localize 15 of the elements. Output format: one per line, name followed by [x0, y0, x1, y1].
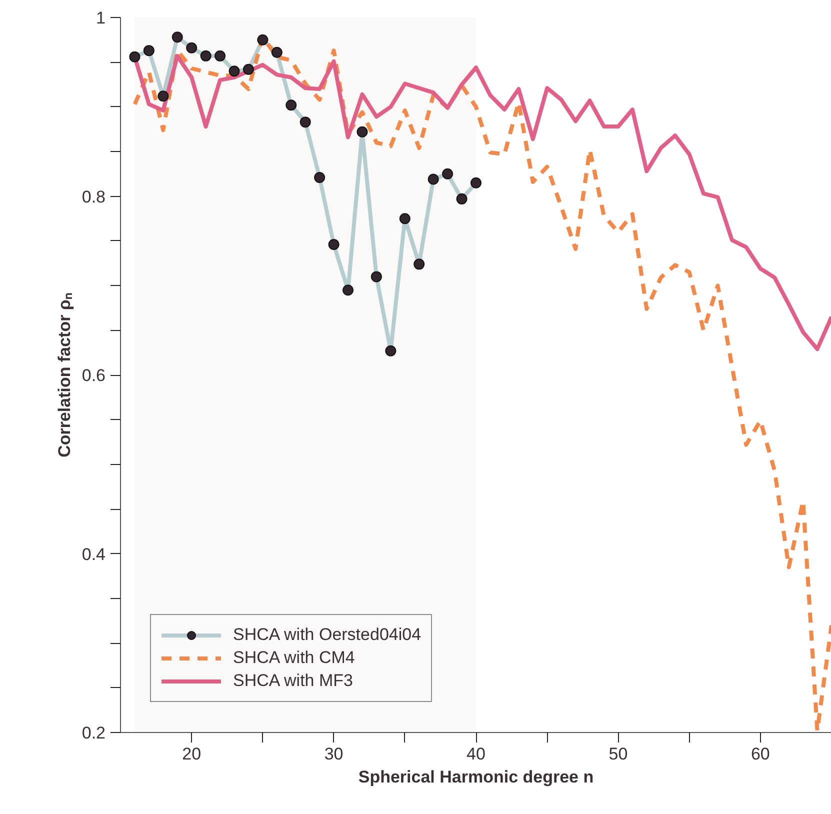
legend-label: SHCA with Oersted04i04 [233, 625, 422, 645]
y-axis-title: Correlation factor ρₙ [54, 292, 74, 458]
y-tick-label: 0.8 [82, 187, 106, 206]
x-axis-title: Spherical Harmonic degree n [358, 768, 594, 786]
legend-label: SHCA with MF3 [233, 671, 353, 691]
y-tick-label: 0.4 [82, 544, 106, 564]
legend-label: SHCA with CM4 [233, 648, 355, 668]
x-tick-label: 30 [324, 744, 344, 764]
x-tick-label: 20 [182, 744, 202, 764]
x-tick-label: 40 [466, 744, 486, 764]
y-tick-label: 0.6 [82, 366, 106, 385]
y-tick-label: 0.2 [82, 724, 106, 742]
y-tick-label: 1 [96, 8, 106, 28]
x-tick-label: 50 [608, 744, 628, 764]
x-tick-label: 60 [750, 744, 770, 764]
